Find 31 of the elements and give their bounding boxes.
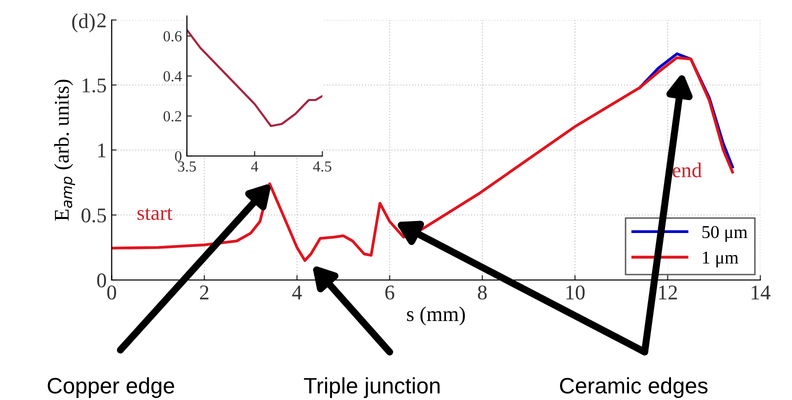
x-tick-label: 2: [200, 286, 208, 300]
y-tick-label: 1.5: [82, 78, 106, 93]
x-tick-label: 14: [752, 286, 770, 300]
x-tick-label: 3.5: [178, 161, 196, 172]
text: Copper edge: [48, 377, 174, 398]
text: Ceramic edges: [560, 377, 708, 398]
legend-label: 50 μm: [702, 226, 748, 242]
y-tick-label: 0.5: [82, 208, 106, 223]
y-tick-label: 1: [98, 143, 106, 158]
y-tick-label: 0.6: [164, 31, 182, 42]
x-axis-title: s (mm): [407, 306, 465, 326]
y-axis-title: E$_{amp}$ (arb. units): [54, 80, 76, 221]
x-tick-label: 4.5: [313, 161, 332, 172]
x-tick-label: 6: [385, 286, 394, 300]
y-tick-label: 0: [97, 273, 106, 288]
y-tick-label: 0: [174, 151, 182, 162]
text: Triple junction: [304, 377, 440, 398]
line-series: [186, 28, 322, 128]
annotation: start: [138, 208, 172, 220]
x-tick-label: 12: [659, 286, 677, 300]
x-tick-label: 4: [292, 286, 302, 300]
x-tick-label: 8: [478, 285, 487, 300]
x-tick-label: 10: [566, 285, 585, 300]
x-tick-label: 0: [107, 285, 116, 300]
legend-label: 1 μm: [702, 252, 738, 268]
text: (d): [72, 14, 95, 32]
y-tick-label: 0.2: [164, 111, 182, 122]
annotation: end: [672, 162, 702, 178]
y-tick-label: 0.4: [164, 71, 182, 82]
x-tick-label: 4: [251, 161, 258, 172]
y-tick-label: 2: [97, 13, 106, 28]
